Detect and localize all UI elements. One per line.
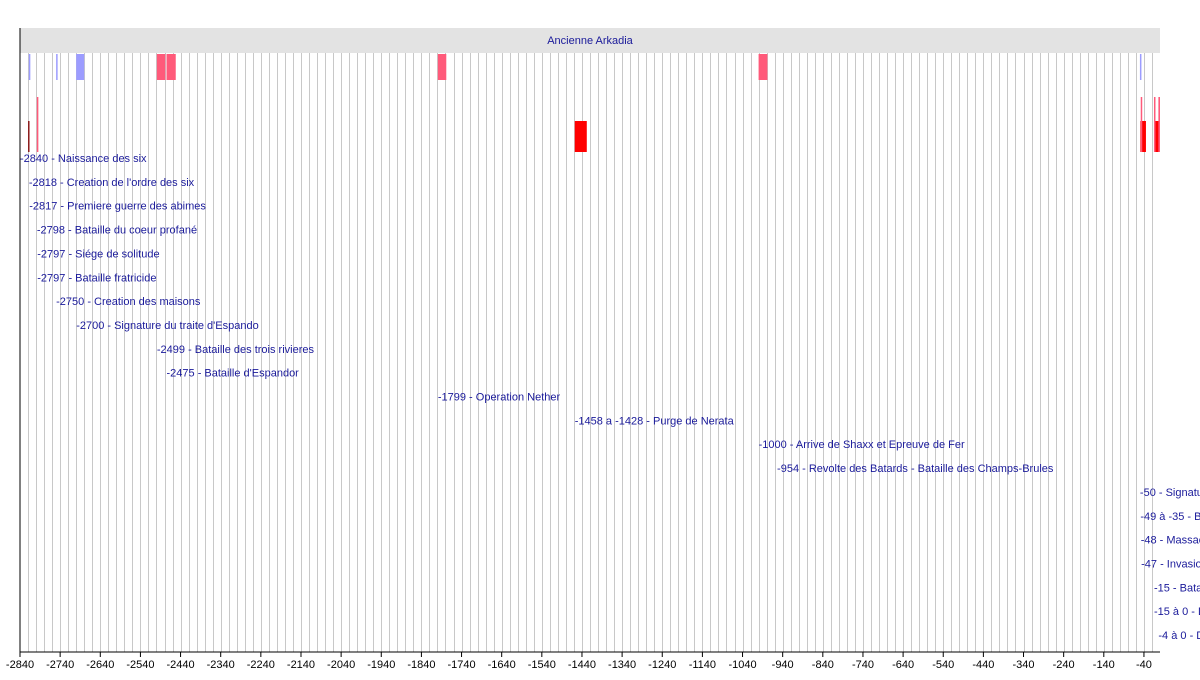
event-bar <box>1140 121 1146 152</box>
x-tick-label: -1740 <box>447 659 475 671</box>
x-tick-label: -1840 <box>407 659 435 671</box>
x-tick-label: -1340 <box>608 659 636 671</box>
x-tick-label: -1140 <box>689 659 716 671</box>
event-label: -2818 - Creation de l'ordre des six <box>29 177 195 189</box>
event-label: -2798 - Bataille du coeur profané <box>37 225 197 237</box>
event-label: -954 - Revolte des Batards - Bataille de… <box>777 463 1054 475</box>
x-tick-label: -2640 <box>86 659 114 671</box>
x-tick-label: -540 <box>932 659 954 671</box>
event-label: -2797 - Siége de solitude <box>37 248 159 260</box>
event-bar <box>1153 121 1160 152</box>
x-tick-label: -2340 <box>207 659 235 671</box>
event-label: -1000 - Arrive de Shaxx et Epreuve de Fe… <box>759 439 965 451</box>
x-tick-label: -1440 <box>568 659 596 671</box>
event-bar <box>574 121 587 152</box>
x-tick-label: -1540 <box>528 659 556 671</box>
x-tick-label: -2040 <box>327 659 355 671</box>
x-tick-label: -840 <box>812 659 834 671</box>
grid-lines <box>28 28 1153 652</box>
event-label: -50 - Signature du Traité d'El Dorad <box>1140 487 1200 499</box>
event-label: -15 à 0 - Deuxième Guerre de l' <box>1154 606 1200 618</box>
event-bar <box>28 54 31 80</box>
event-bar <box>36 97 39 152</box>
x-tick-label: -740 <box>852 659 874 671</box>
event-label: -2700 - Signature du traite d'Espando <box>76 320 259 332</box>
event-bar <box>56 54 58 80</box>
x-tick-label: -340 <box>1013 659 1035 671</box>
x-tick-label: -940 <box>772 659 794 671</box>
event-bar <box>1158 97 1160 152</box>
event-bar <box>1140 97 1143 152</box>
event-bar <box>437 54 447 80</box>
x-tick-label: -1640 <box>488 659 516 671</box>
x-tick-label: -2240 <box>247 659 275 671</box>
x-tick-label: -440 <box>972 659 994 671</box>
event-label: -49 à -35 - Bataille du Royaume Cé <box>1140 511 1200 523</box>
event-bar <box>758 54 768 80</box>
event-bar <box>1139 54 1142 80</box>
event-bar <box>166 54 176 80</box>
event-label: -15 - Bataille de Riddermark <box>1154 582 1200 594</box>
x-tick-label: -2740 <box>46 659 74 671</box>
x-tick-label: -2840 <box>6 659 34 671</box>
event-label: -2750 - Creation des maisons <box>56 296 201 308</box>
event-label: -47 - Invasion de Nocturna <box>1141 558 1200 570</box>
event-bar <box>76 54 85 80</box>
event-label: -2840 - Naissance des six <box>20 153 147 165</box>
era-label: Ancienne Arkadia <box>547 35 633 47</box>
x-axis-ticks: -2840 -2740 -2640 -2540 -2440 -2340 -2240 -2140… <box>6 652 1152 671</box>
event-label: -2817 - Premiere guerre des abimes <box>29 201 206 213</box>
x-tick-label: -240 <box>1053 659 1075 671</box>
event-label: -4 à 0 - Dernier carrée de Prim <box>1158 630 1200 642</box>
x-tick-label: -2140 <box>287 659 315 671</box>
event-label: -2797 - Bataille fratricide <box>37 272 156 284</box>
x-tick-label: -140 <box>1093 659 1115 671</box>
event-labels: -2840 - Naissance des six -2818 - Creatio… <box>20 153 1200 642</box>
x-tick-label: -640 <box>892 659 914 671</box>
event-bar <box>156 54 166 80</box>
event-label: -2475 - Bataille d'Espandor <box>167 368 300 380</box>
x-tick-label: -1240 <box>648 659 676 671</box>
x-tick-label: -2540 <box>126 659 154 671</box>
x-tick-label: -1940 <box>367 659 395 671</box>
event-label: -2499 - Bataille des trois rivieres <box>157 344 315 356</box>
x-tick-label: -1040 <box>728 659 756 671</box>
event-label: -1458 a -1428 - Purge de Nerata <box>575 415 735 427</box>
event-label: -1799 - Operation Nether <box>438 392 561 404</box>
event-bars <box>28 54 1160 152</box>
event-bar <box>28 121 30 152</box>
x-tick-label: -40 <box>1136 659 1152 671</box>
event-label: -48 - Massacre de la Forge <box>1141 535 1200 547</box>
era-band <box>20 28 1160 53</box>
x-tick-label: -2440 <box>166 659 194 671</box>
event-bar <box>1153 97 1156 152</box>
